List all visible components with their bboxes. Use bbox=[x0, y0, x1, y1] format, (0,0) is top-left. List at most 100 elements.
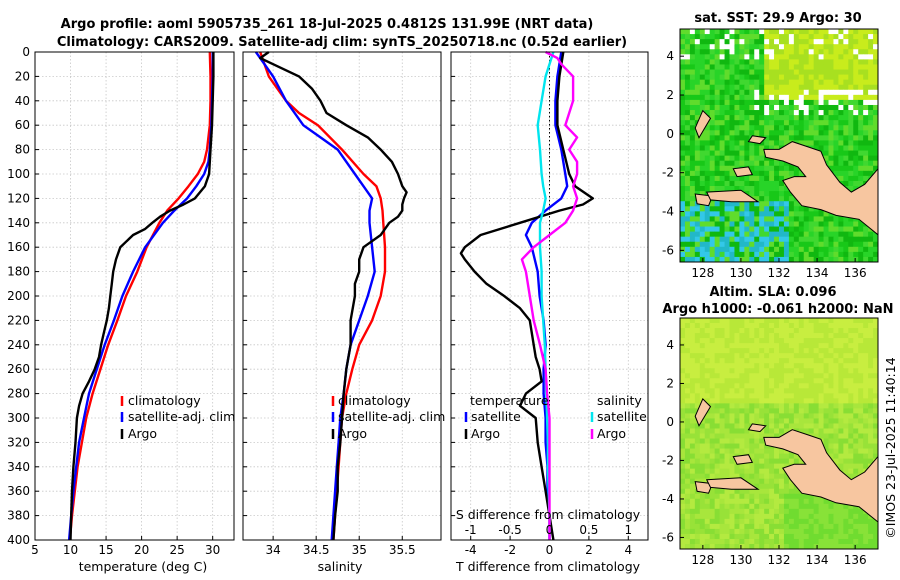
map-cell bbox=[868, 363, 874, 369]
map-cell bbox=[754, 508, 760, 515]
map-cell bbox=[759, 408, 765, 414]
map-cell bbox=[739, 115, 745, 121]
map-cell bbox=[764, 170, 770, 177]
map-cell bbox=[774, 503, 780, 510]
map-cell bbox=[853, 398, 859, 404]
map-cell bbox=[803, 206, 810, 212]
map-cell bbox=[684, 206, 691, 212]
map-cell bbox=[749, 29, 755, 35]
map-cell bbox=[739, 84, 745, 91]
map-cell bbox=[779, 498, 785, 505]
map-cell bbox=[813, 256, 819, 263]
difference-series bbox=[459, 50, 594, 541]
map-cell bbox=[694, 29, 701, 35]
map-cell bbox=[783, 246, 790, 253]
map-cell bbox=[754, 216, 760, 222]
map-cell bbox=[709, 79, 716, 86]
map-cell bbox=[808, 538, 815, 545]
map-cell bbox=[853, 453, 859, 460]
map-cell bbox=[680, 423, 686, 429]
map-cell bbox=[694, 140, 701, 146]
map-cell bbox=[858, 175, 864, 182]
map-cell bbox=[689, 44, 696, 50]
map-cell bbox=[868, 328, 874, 334]
map-cell bbox=[818, 373, 824, 379]
map-cell bbox=[853, 363, 859, 369]
map-cell bbox=[774, 145, 780, 151]
map-cell bbox=[833, 528, 839, 535]
map-cell bbox=[793, 221, 800, 227]
map-cell bbox=[680, 206, 686, 212]
map-cell bbox=[734, 318, 740, 324]
map-cell bbox=[863, 328, 869, 334]
salinity-gridlines bbox=[243, 51, 441, 541]
map-cell bbox=[833, 236, 839, 243]
map-cell bbox=[689, 433, 696, 439]
map-cell bbox=[833, 44, 839, 50]
map-cell bbox=[709, 54, 716, 60]
map-cell bbox=[764, 44, 770, 50]
map-cell bbox=[689, 79, 696, 86]
map-cell bbox=[863, 433, 869, 439]
lat-tick-label: -4 bbox=[662, 205, 674, 219]
map-cell bbox=[689, 503, 696, 510]
map-cell bbox=[764, 34, 770, 40]
map-cell bbox=[764, 488, 770, 495]
map-cell bbox=[818, 94, 824, 101]
map-cell bbox=[769, 241, 775, 248]
map-cell bbox=[783, 49, 790, 55]
map-cell bbox=[769, 89, 775, 96]
map-cell bbox=[774, 453, 780, 460]
map-cell bbox=[734, 403, 740, 409]
map-cell bbox=[813, 211, 819, 217]
map-cell bbox=[868, 135, 874, 141]
map-cell bbox=[734, 211, 740, 217]
map-cell bbox=[764, 383, 770, 389]
map-cell bbox=[680, 513, 686, 520]
map-cell bbox=[808, 211, 815, 217]
map-cell bbox=[873, 130, 879, 136]
map-cell bbox=[779, 180, 785, 187]
map-cell bbox=[759, 54, 765, 60]
map-cell bbox=[680, 216, 686, 222]
map-cell bbox=[774, 458, 780, 465]
depth-tick-label: 40 bbox=[15, 94, 30, 108]
map-cell bbox=[719, 59, 725, 65]
map-cell bbox=[764, 393, 770, 399]
map-cell bbox=[808, 393, 815, 399]
map-cell bbox=[858, 29, 864, 35]
map-cell bbox=[764, 468, 770, 475]
map-cell bbox=[868, 44, 874, 50]
map-cell bbox=[863, 59, 869, 65]
map-cell bbox=[714, 69, 720, 75]
map-cell bbox=[714, 323, 720, 329]
map-cell bbox=[818, 388, 824, 394]
land-polygon bbox=[694, 398, 712, 427]
lat-tick-label: 0 bbox=[666, 127, 674, 141]
map-cell bbox=[699, 538, 706, 545]
map-cell bbox=[719, 115, 725, 121]
map-cell bbox=[863, 513, 869, 520]
map-cell bbox=[828, 246, 834, 253]
map-cell bbox=[714, 358, 720, 364]
map-cell bbox=[694, 383, 701, 389]
map-cell bbox=[783, 528, 790, 535]
map-cell bbox=[853, 251, 859, 258]
map-cell bbox=[680, 508, 686, 515]
map-cell bbox=[680, 34, 686, 40]
map-cell bbox=[714, 368, 720, 374]
map-cell bbox=[848, 388, 854, 394]
map-cell bbox=[749, 443, 755, 449]
map-cell bbox=[779, 216, 785, 222]
map-cell bbox=[694, 236, 701, 243]
map-cell bbox=[858, 368, 864, 374]
map-cell bbox=[719, 211, 725, 217]
map-cell bbox=[818, 408, 824, 414]
map-cell bbox=[873, 403, 879, 409]
map-cell bbox=[724, 403, 730, 409]
map-cell bbox=[719, 403, 725, 409]
map-cell bbox=[729, 493, 735, 500]
map-cell bbox=[838, 358, 844, 364]
map-cell bbox=[680, 373, 686, 379]
map-cell bbox=[818, 543, 824, 550]
